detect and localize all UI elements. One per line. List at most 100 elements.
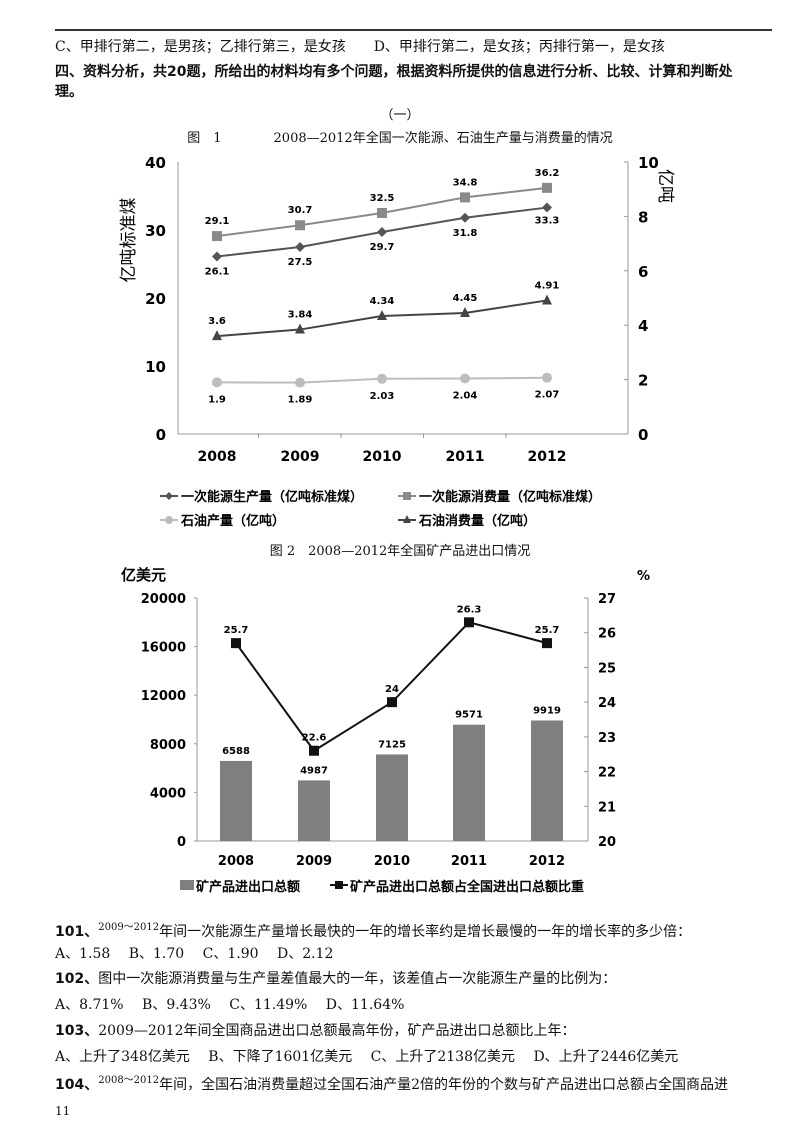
- y-tick-label: 30: [145, 222, 166, 240]
- square-marker: [464, 617, 474, 628]
- q-num: 102、: [55, 971, 99, 987]
- legend-label: 矿产品进出口总额: [196, 879, 300, 895]
- section-heading-cont: 理。: [55, 84, 83, 100]
- x-tick-label: 2011: [446, 449, 485, 465]
- section-heading: 四、资料分析，共20题，所给出的材料均有多个问题，根据资料所提供的信息进行分析、…: [55, 64, 733, 80]
- question-101: 101、2009～2012年间一次能源生产量增长最快的一年的增长率约是增长最慢的…: [55, 918, 691, 941]
- y2-axis-label: 亿吨: [655, 169, 675, 203]
- data-label: 26.3: [457, 604, 482, 615]
- data-label: 2.07: [535, 390, 560, 401]
- y-tick-label: 12000: [141, 689, 186, 704]
- legend-label: 一次能源消费量（亿吨标准煤）: [419, 489, 601, 505]
- data-label: 30.7: [288, 205, 313, 216]
- q-text: 2009—2012年间全国商品进出口总额最高年份，矿产品进出口总额比上年：: [98, 1023, 576, 1039]
- y-tick-label: 4000: [150, 786, 186, 801]
- part-label: （一）: [380, 108, 420, 123]
- q-range: 2009～2012: [98, 922, 160, 933]
- data-label: 2.04: [453, 391, 478, 402]
- options-103: A、上升了348亿美元 B、下降了1601亿美元 C、上升了2138亿美元 D、…: [55, 1049, 679, 1065]
- data-label: 25.7: [224, 625, 249, 636]
- bar: [220, 760, 252, 841]
- legend-label: 石油产量（亿吨）: [180, 513, 285, 529]
- diamond-marker: [377, 227, 387, 238]
- legend-label: 一次能源生产量（亿吨标准煤）: [181, 489, 363, 505]
- square-marker: [231, 638, 241, 649]
- y2-tick-label: 26: [598, 627, 616, 642]
- bar-label: 6588: [222, 746, 250, 757]
- diamond-marker: [542, 202, 552, 213]
- square-marker: [295, 220, 305, 231]
- y2-tick-label: 23: [598, 731, 616, 746]
- circle-marker: [377, 373, 387, 384]
- q-num: 101、: [55, 924, 99, 940]
- bar: [531, 720, 563, 841]
- q-range: 2008～2012: [98, 1075, 160, 1086]
- diamond-marker: [212, 251, 222, 262]
- q-text: 图中一次能源消费量与生产量差值最大的一年，该差值占一次能源生产量的比例为：: [98, 971, 617, 987]
- x-tick-label: 2010: [363, 449, 402, 465]
- data-label: 4.45: [453, 293, 478, 304]
- chart2-title: 图 2 2008—2012年全国矿产品进出口情况: [269, 544, 531, 559]
- triangle-marker: [403, 515, 411, 523]
- y2-tick-label: 4: [638, 317, 648, 335]
- triangle-marker: [542, 294, 552, 305]
- square-marker: [542, 182, 552, 193]
- legend-swatch: [180, 880, 194, 890]
- header-rule: [55, 29, 772, 31]
- diamond-marker: [460, 212, 470, 223]
- bar: [453, 724, 485, 841]
- question-103: 103、2009—2012年间全国商品进出口总额最高年份，矿产品进出口总额比上年…: [55, 1020, 576, 1040]
- data-label: 22.6: [302, 733, 327, 744]
- data-label: 2.03: [370, 391, 395, 402]
- circle-marker: [460, 373, 470, 384]
- y-tick-label: 0: [156, 426, 166, 444]
- triangle-marker: [295, 323, 305, 334]
- bar-label: 9571: [455, 710, 483, 721]
- page-number: 11: [55, 1104, 71, 1118]
- bar: [298, 780, 330, 841]
- y2-axis-label: %: [637, 569, 650, 584]
- x-tick-label: 2012: [529, 854, 565, 869]
- square-marker: [387, 697, 397, 708]
- x-tick-label: 2009: [281, 449, 320, 465]
- x-tick-label: 2011: [451, 854, 487, 869]
- circle-marker: [212, 377, 222, 388]
- square-marker: [212, 231, 222, 242]
- y-tick-label: 20000: [141, 592, 186, 607]
- bar-label: 7125: [378, 739, 406, 750]
- data-label: 31.8: [453, 228, 478, 239]
- q-num: 103、: [55, 1023, 99, 1039]
- legend-label: 石油消费量（亿吨）: [418, 513, 536, 529]
- data-label: 24: [385, 684, 399, 695]
- data-label: 34.8: [453, 177, 478, 188]
- bar: [376, 754, 408, 841]
- options-102: A、8.71% B、9.43% C、11.49% D、11.64%: [55, 997, 405, 1013]
- triangle-marker: [460, 306, 470, 317]
- diamond-marker: [295, 242, 305, 252]
- y-tick-label: 40: [145, 154, 166, 172]
- x-tick-label: 2008: [198, 449, 237, 465]
- square-marker: [309, 745, 319, 756]
- y2-tick-label: 25: [598, 661, 616, 676]
- triangle-marker: [212, 330, 222, 341]
- y2-tick-label: 8: [638, 208, 648, 226]
- y-axis-label: 亿美元: [121, 566, 166, 584]
- data-label: 27.5: [288, 257, 313, 268]
- square-marker: [542, 638, 552, 649]
- x-tick-label: 2009: [296, 854, 332, 869]
- y-tick-label: 20: [145, 290, 166, 308]
- y2-tick-label: 6: [638, 263, 648, 281]
- circle-marker: [542, 372, 552, 383]
- q-text: 年间一次能源生产量增长最快的一年的增长率约是增长最慢的一年的增长率的多少倍：: [159, 924, 692, 940]
- q-num: 104、: [55, 1077, 99, 1093]
- y2-tick-label: 2: [638, 372, 648, 390]
- y2-tick-label: 10: [638, 154, 659, 172]
- bar-label: 9919: [533, 705, 561, 716]
- data-label: 1.9: [208, 394, 226, 405]
- q-text: 年间，全国石油消费量超过全国石油产量2倍的年份的个数与矿产品进出口总额占全国商品…: [159, 1077, 729, 1093]
- data-label: 32.5: [370, 193, 395, 204]
- question-104: 104、2008～2012年间，全国石油消费量超过全国石油产量2倍的年份的个数与…: [55, 1071, 728, 1094]
- data-label: 29.1: [205, 216, 230, 227]
